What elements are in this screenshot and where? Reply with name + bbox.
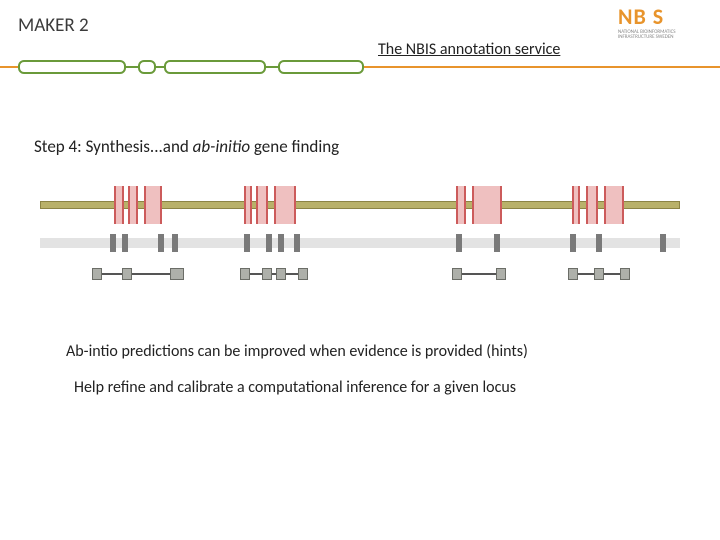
gene-model-exon (594, 268, 604, 280)
evidence-block (472, 186, 502, 224)
hints-track (40, 234, 680, 252)
header-track-exon (18, 60, 126, 74)
caption-hints: Ab-intio predictions can be improved whe… (66, 342, 528, 361)
evidence-block (456, 186, 466, 224)
tool-title: MAKER 2 (18, 14, 89, 37)
hint-mark (596, 234, 602, 252)
gene-model-exon (122, 268, 132, 280)
gene-model-exon (276, 268, 286, 280)
header-gene-track (18, 60, 364, 74)
hint-mark (494, 234, 500, 252)
service-subtitle: The NBIS annotation service (378, 40, 560, 59)
gene-model-exon (496, 268, 506, 280)
synthesis-diagram (40, 172, 680, 312)
hint-mark (244, 234, 250, 252)
evidence-track (40, 186, 680, 224)
nbis-logo-sub: NATIONAL BIOINFORMATICS INFRASTRUCTURE S… (618, 30, 708, 40)
evidence-block (256, 186, 268, 224)
gene-model-exon (262, 268, 272, 280)
hint-mark (294, 234, 300, 252)
gene-model-intron (96, 273, 178, 275)
hint-mark (122, 234, 128, 252)
hints-band (40, 238, 680, 248)
hint-mark (278, 234, 284, 252)
evidence-block (586, 186, 598, 224)
header-track-exon (138, 60, 156, 74)
step-suffix: gene finding (250, 136, 339, 157)
gene-model-exon (620, 268, 630, 280)
hint-mark (266, 234, 272, 252)
evidence-block (128, 186, 138, 224)
evidence-block (604, 186, 624, 224)
header-track-connector (126, 66, 138, 68)
hint-mark (570, 234, 576, 252)
slide-header: MAKER 2 The NBIS annotation service NB S… (0, 0, 720, 72)
gene-model-intron (246, 273, 302, 275)
header-track-exon (164, 60, 266, 74)
header-track-exon (278, 60, 364, 74)
evidence-block (274, 186, 296, 224)
evidence-block (114, 186, 124, 224)
header-track-connector (156, 66, 164, 68)
step-prefix: Step 4: Synthesis...and (34, 136, 193, 157)
hint-mark (660, 234, 666, 252)
evidence-block (572, 186, 580, 224)
gene-model-exon (92, 268, 102, 280)
gene-model-exon (170, 268, 184, 280)
evidence-block (144, 186, 162, 224)
hint-mark (456, 234, 462, 252)
nbis-logo: NB S NATIONAL BIOINFORMATICS INFRASTRUCT… (618, 6, 708, 52)
gene-model-exon (298, 268, 308, 280)
gene-model-exon (240, 268, 250, 280)
hint-mark (158, 234, 164, 252)
step-italic: ab-initio (193, 136, 250, 157)
evidence-block (244, 186, 252, 224)
nbis-logo-text: NB S (618, 6, 708, 28)
step-heading: Step 4: Synthesis...and ab-initio gene f… (34, 136, 339, 157)
gene-models-track (40, 266, 680, 284)
caption-refine: Help refine and calibrate a computationa… (74, 378, 516, 397)
gene-model-exon (452, 268, 462, 280)
gene-model-exon (568, 268, 578, 280)
hint-mark (172, 234, 178, 252)
hint-mark (110, 234, 116, 252)
header-track-connector (266, 66, 278, 68)
